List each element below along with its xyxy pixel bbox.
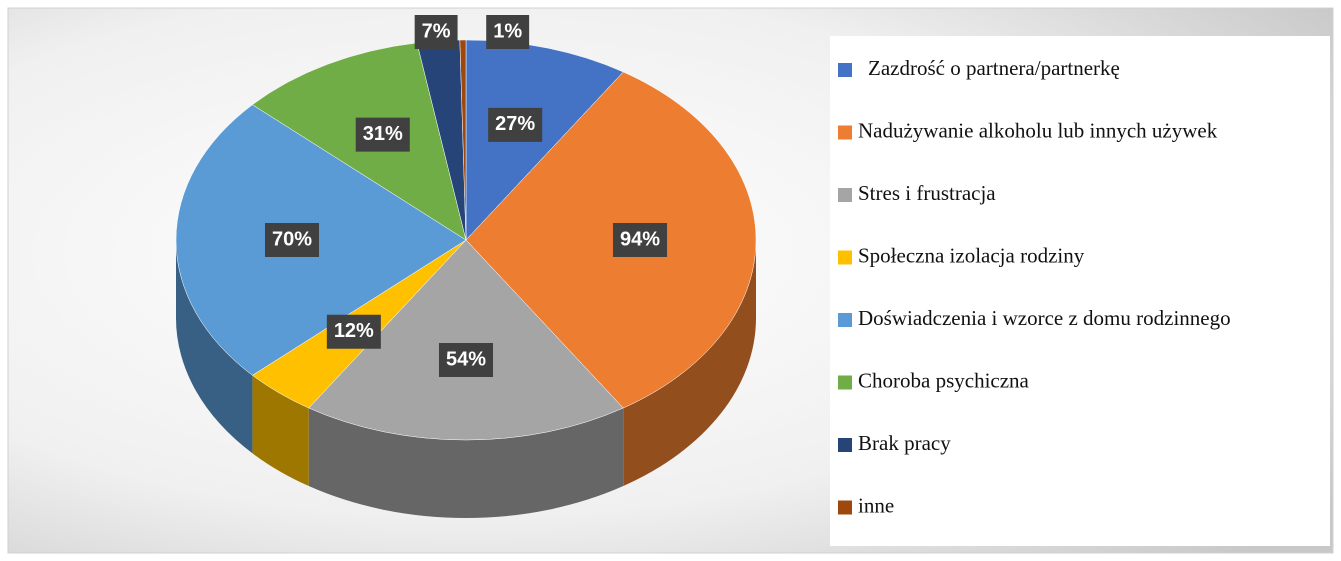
legend-label: Brak pracy xyxy=(858,431,951,455)
slice xyxy=(459,39,467,241)
legend-label: Zazdrość o partnera/partnerkę xyxy=(868,56,1120,80)
slice-side xyxy=(252,375,309,487)
data-label-box xyxy=(355,117,410,152)
data-label-box xyxy=(438,343,494,377)
data-label-box xyxy=(326,314,381,349)
data-label-box xyxy=(414,15,458,49)
data-label-box xyxy=(486,15,530,49)
slice xyxy=(308,239,624,441)
legend-swatch xyxy=(838,188,852,202)
legend-swatch xyxy=(838,500,852,515)
slice-side xyxy=(176,240,253,454)
data-label: 27% xyxy=(495,113,535,135)
data-label-box xyxy=(488,107,543,142)
legend-label: Doświadczenia i wzorce z domu rodzinnego xyxy=(858,306,1231,330)
legend-label: Społeczna izolacja rodziny xyxy=(858,243,1085,267)
legend-label: inne xyxy=(858,493,894,517)
slice xyxy=(465,71,757,409)
slice xyxy=(465,39,624,241)
legend-label: Stres i frustracja xyxy=(858,181,996,205)
slice-side xyxy=(308,408,624,519)
data-label: 70% xyxy=(272,228,312,250)
legend-swatch xyxy=(838,438,852,452)
data-label: 1% xyxy=(493,20,522,42)
data-label: 7% xyxy=(422,20,451,42)
data-label-box xyxy=(264,223,320,257)
legend-swatch xyxy=(838,63,852,77)
data-label: 31% xyxy=(363,123,403,145)
legend-swatch xyxy=(838,375,852,390)
data-label: 94% xyxy=(620,228,660,250)
legend-swatch xyxy=(838,125,852,140)
slice xyxy=(175,104,467,376)
data-label: 12% xyxy=(334,320,374,342)
data-label: 54% xyxy=(446,348,486,370)
legend-swatch xyxy=(838,313,852,327)
legend-box xyxy=(830,36,1330,546)
data-label-box xyxy=(612,223,668,257)
legend-swatch xyxy=(838,250,852,265)
legend-label: Choroba psychiczna xyxy=(858,368,1030,392)
slice-side xyxy=(623,240,756,487)
legend-label: Nadużywanie alkoholu lub innych używek xyxy=(858,118,1218,142)
